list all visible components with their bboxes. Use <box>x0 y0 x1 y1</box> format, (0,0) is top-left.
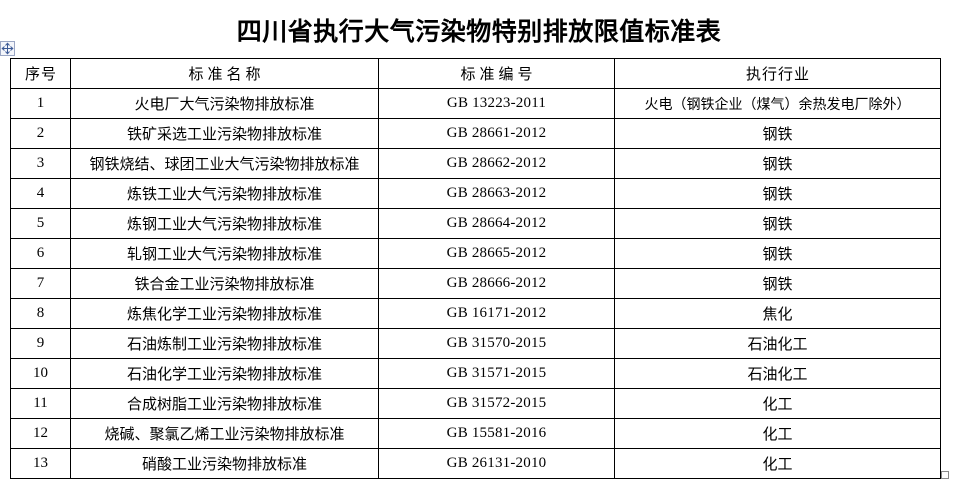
cell-code: GB 31570-2015 <box>378 328 615 359</box>
table-row: 1 火电厂大气污染物排放标准 GB 13223-2011 火电（钢铁企业（煤气）余热发… <box>10 88 941 119</box>
cell-name: 钢铁烧结、球团工业大气污染物排放标准 <box>70 148 379 179</box>
cell-industry: 火电（钢铁企业（煤气）余热发电厂除外） <box>614 88 941 119</box>
page-title: 四川省执行大气污染物特别排放限值标准表 <box>236 17 722 46</box>
four-way-arrow-icon <box>1 42 14 55</box>
column-header-name: 标准名称 <box>70 58 379 89</box>
table-row: 4 炼铁工业大气污染物排放标准 GB 28663-2012 钢铁 <box>10 178 941 209</box>
table-row: 9 石油炼制工业污染物排放标准 GB 31570-2015 石油化工 <box>10 328 941 359</box>
cell-code: GB 31572-2015 <box>378 388 615 419</box>
cell-industry: 钢铁 <box>614 268 941 299</box>
table-resize-handle[interactable] <box>941 471 949 479</box>
cell-code: GB 28665-2012 <box>378 238 615 269</box>
cell-code: GB 28662-2012 <box>378 148 615 179</box>
cell-code: GB 28664-2012 <box>378 208 615 239</box>
table-row: 6 轧钢工业大气污染物排放标准 GB 28665-2012 钢铁 <box>10 238 941 269</box>
cell-name: 炼铁工业大气污染物排放标准 <box>70 178 379 209</box>
table-row: 8 炼焦化学工业污染物排放标准 GB 16171-2012 焦化 <box>10 298 941 329</box>
cell-no: 5 <box>10 208 71 239</box>
table-row: 12 烧碱、聚氯乙烯工业污染物排放标准 GB 15581-2016 化工 <box>10 418 941 449</box>
cell-name: 合成树脂工业污染物排放标准 <box>70 388 379 419</box>
cell-name: 石油炼制工业污染物排放标准 <box>70 328 379 359</box>
table-row: 7 铁合金工业污染物排放标准 GB 28666-2012 钢铁 <box>10 268 941 299</box>
column-header-industry: 执行行业 <box>614 58 941 89</box>
cell-no: 9 <box>10 328 71 359</box>
cell-no: 4 <box>10 178 71 209</box>
cell-name: 烧碱、聚氯乙烯工业污染物排放标准 <box>70 418 379 449</box>
cell-industry: 钢铁 <box>614 238 941 269</box>
cell-no: 8 <box>10 298 71 329</box>
cell-industry: 化工 <box>614 388 941 419</box>
cell-industry: 石油化工 <box>614 358 941 389</box>
cell-code: GB 28666-2012 <box>378 268 615 299</box>
cell-no: 1 <box>10 88 71 119</box>
cell-no: 13 <box>10 448 71 479</box>
table-row: 13 硝酸工业污染物排放标准 GB 26131-2010 化工 <box>10 448 941 479</box>
cell-no: 7 <box>10 268 71 299</box>
column-header-no: 序号 <box>10 58 71 89</box>
cell-name: 火电厂大气污染物排放标准 <box>70 88 379 119</box>
cell-industry: 钢铁 <box>614 118 941 149</box>
cell-no: 12 <box>10 418 71 449</box>
cell-industry: 焦化 <box>614 298 941 329</box>
cell-no: 11 <box>10 388 71 419</box>
table-row: 10 石油化学工业污染物排放标准 GB 31571-2015 石油化工 <box>10 358 941 389</box>
table-body: 1 火电厂大气污染物排放标准 GB 13223-2011 火电（钢铁企业（煤气）余热发… <box>10 88 941 479</box>
cell-no: 10 <box>10 358 71 389</box>
cell-name: 炼焦化学工业污染物排放标准 <box>70 298 379 329</box>
cell-industry: 化工 <box>614 448 941 479</box>
table-header: 序号 标准名称 标准编号 执行行业 <box>10 58 941 89</box>
cell-no: 2 <box>10 118 71 149</box>
table-row: 5 炼钢工业大气污染物排放标准 GB 28664-2012 钢铁 <box>10 208 941 239</box>
table-row: 11 合成树脂工业污染物排放标准 GB 31572-2015 化工 <box>10 388 941 419</box>
cell-name: 硝酸工业污染物排放标准 <box>70 448 379 479</box>
cell-industry: 钢铁 <box>614 208 941 239</box>
table-row: 2 铁矿采选工业污染物排放标准 GB 28661-2012 钢铁 <box>10 118 941 149</box>
table-move-handle-icon[interactable] <box>0 41 15 56</box>
table-header-row: 序号 标准名称 标准编号 执行行业 <box>10 58 941 89</box>
cell-code: GB 15581-2016 <box>378 418 615 449</box>
cell-code: GB 16171-2012 <box>378 298 615 329</box>
cell-name: 石油化学工业污染物排放标准 <box>70 358 379 389</box>
cell-code: GB 13223-2011 <box>378 88 615 119</box>
table-row: 3 钢铁烧结、球团工业大气污染物排放标准 GB 28662-2012 钢铁 <box>10 148 941 179</box>
cell-industry: 石油化工 <box>614 328 941 359</box>
cell-name: 铁矿采选工业污染物排放标准 <box>70 118 379 149</box>
cell-industry: 钢铁 <box>614 178 941 209</box>
cell-code: GB 26131-2010 <box>378 448 615 479</box>
cell-industry: 化工 <box>614 418 941 449</box>
cell-industry: 钢铁 <box>614 148 941 179</box>
cell-name: 铁合金工业污染物排放标准 <box>70 268 379 299</box>
standards-table: 序号 标准名称 标准编号 执行行业 1 火电厂大气污染物排放标准 GB 13223-… <box>10 58 941 479</box>
cell-name: 炼钢工业大气污染物排放标准 <box>70 208 379 239</box>
cell-name: 轧钢工业大气污染物排放标准 <box>70 238 379 269</box>
cell-code: GB 31571-2015 <box>378 358 615 389</box>
cell-code: GB 28661-2012 <box>378 118 615 149</box>
cell-no: 3 <box>10 148 71 179</box>
column-header-code: 标准编号 <box>378 58 615 89</box>
cell-no: 6 <box>10 238 71 269</box>
standards-table-container: 序号 标准名称 标准编号 执行行业 1 火电厂大气污染物排放标准 GB 13223-… <box>10 58 941 479</box>
cell-code: GB 28663-2012 <box>378 178 615 209</box>
